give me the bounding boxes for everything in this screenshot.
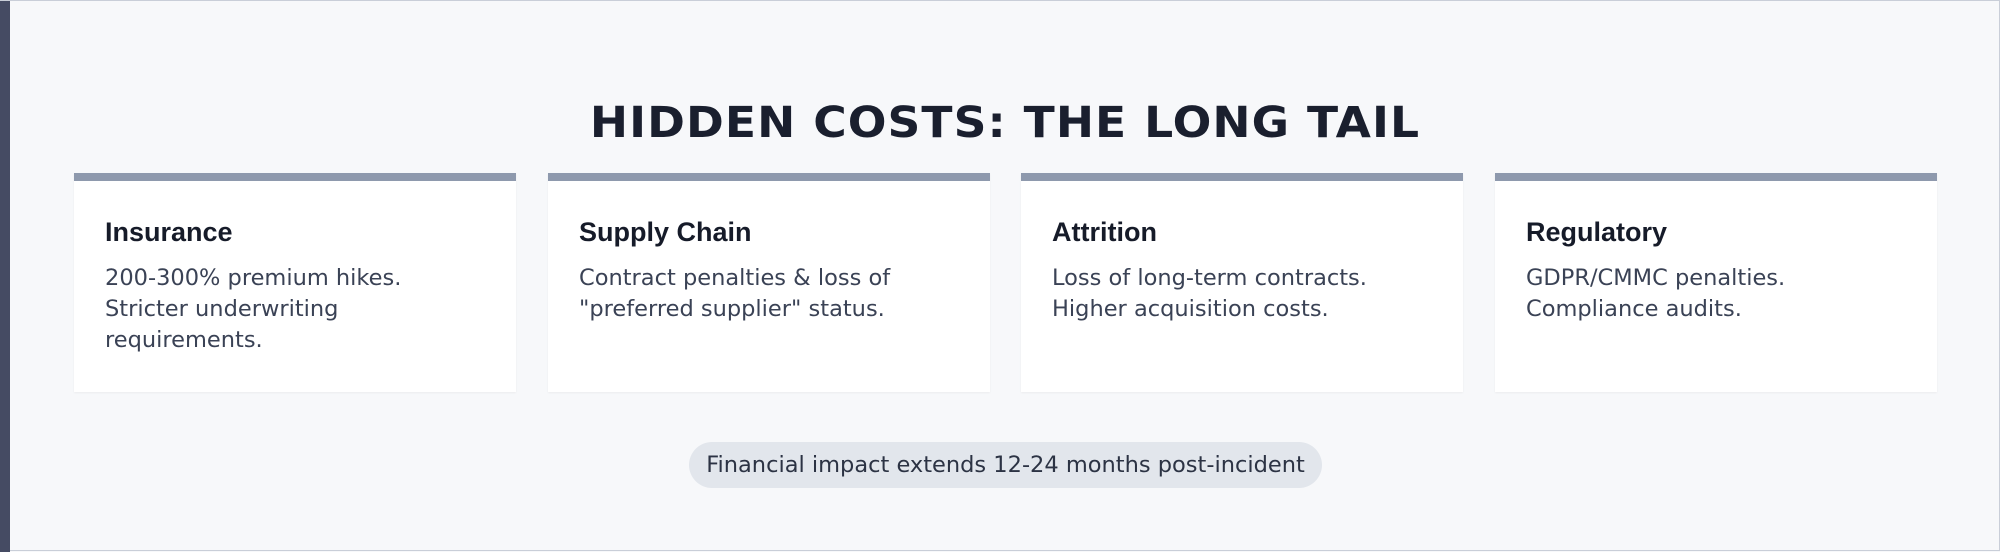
card-body: Loss of long-term contracts. Higher acqu… xyxy=(1052,265,1367,322)
impact-footnote-pill: Financial impact extends 12-24 months po… xyxy=(689,442,1322,488)
card-body: 200-300% premium hikes. Stricter underwr… xyxy=(105,265,402,353)
card-body: GDPR/CMMC penalties. Compliance audits. xyxy=(1526,265,1786,322)
card-title: Regulatory xyxy=(1526,217,1668,247)
card-insurance: Insurance 200-300% premium hikes. Strict… xyxy=(74,173,516,392)
card-supply-chain: Supply Chain Contract penalties & loss o… xyxy=(548,173,990,392)
card-body: Contract penalties & loss of "preferred … xyxy=(579,265,891,322)
card-title: Insurance xyxy=(105,217,233,247)
card-regulatory: Regulatory GDPR/CMMC penalties. Complian… xyxy=(1495,173,1937,392)
card-title: Attrition xyxy=(1052,217,1157,247)
cost-cards: Insurance 200-300% premium hikes. Strict… xyxy=(74,173,1938,392)
left-accent-bar xyxy=(0,1,10,552)
card-title: Supply Chain xyxy=(579,217,752,247)
card-attrition: Attrition Loss of long-term contracts. H… xyxy=(1021,173,1463,392)
slide-title: HIDDEN COSTS: THE LONG TAIL xyxy=(589,97,1421,148)
